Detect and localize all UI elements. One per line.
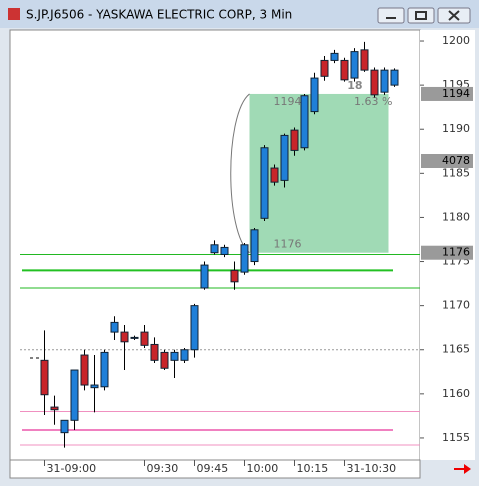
candle-body (160, 351, 169, 369)
minimize-button[interactable] (377, 7, 405, 24)
candle-body (370, 69, 379, 96)
candle-body (290, 129, 299, 151)
price-tag-label: 1176 (442, 246, 470, 259)
x-tick-label: 31-10:30 (347, 462, 397, 475)
y-tick-label: 1190 (442, 122, 470, 135)
candle-body (230, 269, 239, 283)
candle-body (90, 384, 99, 389)
price-tag (421, 245, 473, 260)
candle-body (150, 343, 159, 361)
cursor-tag-label: 4078 (442, 154, 470, 167)
candle-body (120, 331, 129, 343)
candle-body (110, 321, 119, 333)
y-tick-label: 1155 (442, 431, 470, 444)
candle-body (380, 69, 389, 93)
candle-body (240, 244, 249, 273)
x-tick-label: 09:30 (147, 462, 179, 475)
candle-body (200, 264, 209, 289)
candle-body (310, 77, 319, 113)
candle-body (330, 52, 339, 61)
y-tick-label: 1170 (442, 299, 470, 312)
restore-icon (415, 11, 427, 20)
candle-body (270, 167, 279, 183)
candle-body (100, 351, 109, 388)
candle-body (360, 49, 369, 71)
candle-body (320, 59, 329, 77)
y-tick-label: 1200 (442, 34, 470, 47)
x-tick-label: 10:15 (297, 462, 329, 475)
measure-end-label: 1194 (274, 95, 302, 108)
scroll-arrow[interactable] (454, 464, 471, 474)
measure-box (249, 93, 389, 253)
price-axis (420, 30, 475, 460)
restore-button[interactable] (407, 7, 435, 24)
candle-body (250, 229, 259, 263)
candle-body (130, 336, 139, 339)
y-tick-label: 1165 (442, 343, 470, 356)
y-tick-label: 1185 (442, 166, 470, 179)
y-tick-label: 1180 (442, 210, 470, 223)
candle-body (340, 59, 349, 81)
measure-percent: 1.63 % (354, 95, 392, 108)
candle-body (190, 305, 199, 351)
candle-body (60, 419, 69, 434)
candle-body (50, 406, 59, 411)
candle-body (70, 369, 79, 421)
cursor-tag (421, 154, 473, 168)
price-tag (421, 86, 473, 101)
candle-body (350, 51, 359, 79)
price-tag-label: 1194 (442, 87, 470, 100)
measure-arc (230, 93, 250, 254)
x-tick-label: 09:45 (197, 462, 229, 475)
candle-body (40, 359, 49, 396)
candle-body (80, 354, 89, 386)
time-axis (9, 459, 421, 479)
candle-body (220, 246, 229, 255)
x-tick-label: 10:00 (247, 462, 279, 475)
y-tick-label: 1160 (442, 387, 470, 400)
app-icon (8, 8, 20, 20)
candle-body (170, 351, 179, 361)
candle-body (280, 134, 289, 181)
measure-start-label: 1176 (274, 238, 302, 251)
candle-body (260, 147, 269, 219)
candle-body (390, 69, 399, 86)
x-tick-label: 31-09:00 (47, 462, 97, 475)
measure-change: 18 (347, 79, 362, 92)
close-icon (448, 10, 460, 21)
candle-body (300, 95, 309, 149)
candle-body (140, 331, 149, 346)
candle-body (210, 244, 219, 254)
window-title: S.JP.J6506 - YASKAWA ELECTRIC CORP, 3 Mi… (26, 8, 292, 22)
candle-body (180, 349, 189, 361)
